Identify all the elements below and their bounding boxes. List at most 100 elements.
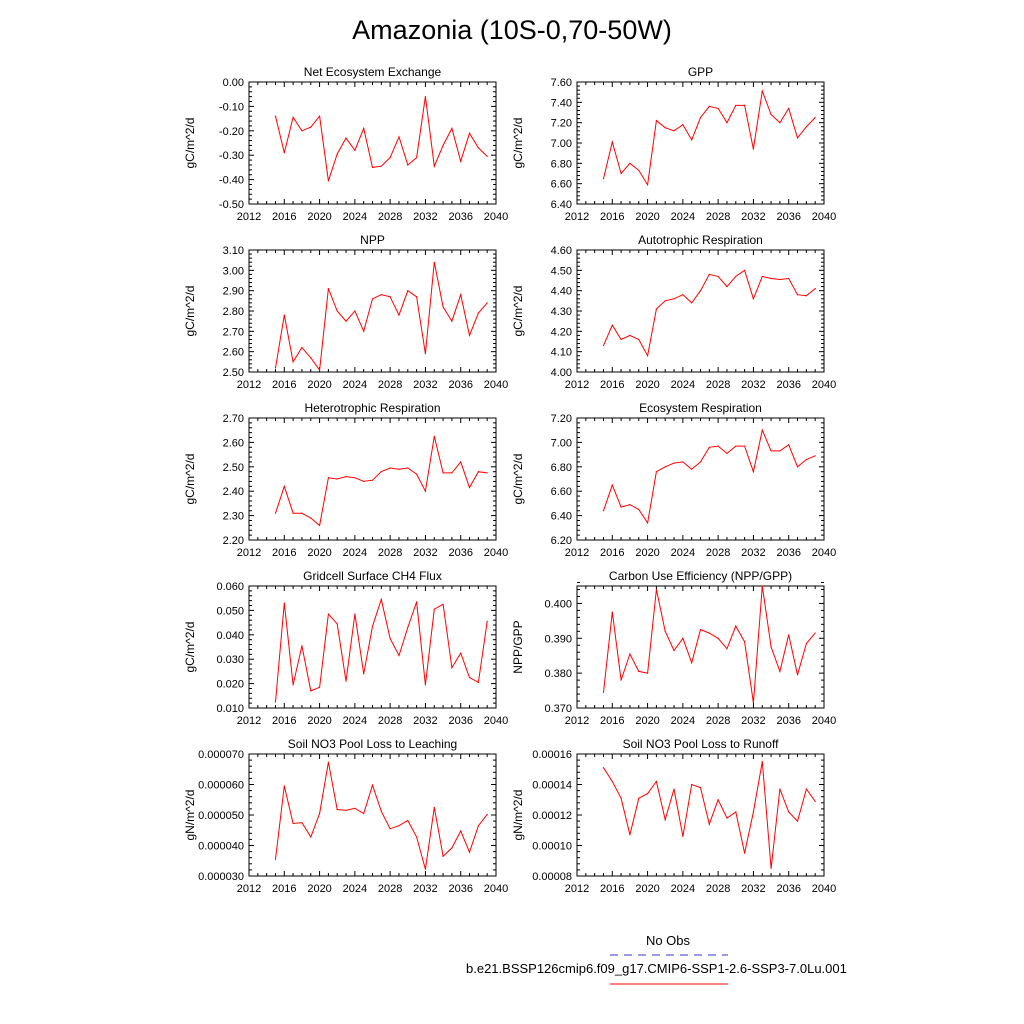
data-point bbox=[424, 96, 427, 98]
x-tick-label: 2024 bbox=[671, 715, 695, 727]
data-point bbox=[460, 830, 462, 832]
data-point bbox=[708, 632, 710, 634]
y-tick-label: 0.060 bbox=[216, 581, 244, 593]
data-point bbox=[805, 458, 807, 461]
data-point bbox=[744, 852, 746, 854]
y-axis-label: gC/m^2/d bbox=[183, 286, 197, 337]
y-tick-label: 7.60 bbox=[551, 77, 572, 89]
x-tick-label: 2016 bbox=[272, 547, 296, 559]
data-point bbox=[664, 630, 666, 632]
data-point bbox=[407, 164, 409, 166]
y-tick-label: 6.40 bbox=[551, 511, 572, 523]
data-point bbox=[477, 825, 479, 827]
y-axis-label: gN/m^2/d bbox=[511, 790, 525, 841]
data-point bbox=[805, 126, 807, 128]
data-point bbox=[416, 601, 418, 603]
x-tick-label: 2028 bbox=[706, 883, 730, 895]
chart-panel-1: Net Ecosystem Exchange gC/m^2/d 2012 2016 20… bbox=[183, 65, 508, 223]
data-point bbox=[779, 670, 781, 673]
y-tick-label: 7.00 bbox=[551, 138, 572, 150]
x-tick-label: 2028 bbox=[378, 883, 402, 895]
data-line bbox=[603, 585, 816, 703]
data-point bbox=[274, 367, 277, 369]
data-point bbox=[673, 298, 675, 300]
data-point bbox=[682, 294, 684, 296]
data-point bbox=[682, 637, 684, 639]
data-point bbox=[318, 369, 321, 371]
data-point bbox=[620, 679, 622, 681]
y-tick-label: 4.60 bbox=[551, 245, 572, 257]
data-point bbox=[486, 155, 488, 158]
data-point bbox=[646, 793, 649, 795]
y-tick-label: 0.380 bbox=[544, 668, 572, 680]
data-point bbox=[451, 472, 453, 474]
y-tick-label: -0.20 bbox=[219, 126, 244, 138]
x-tick-label: 2012 bbox=[565, 715, 589, 727]
data-point bbox=[416, 157, 418, 159]
data-point bbox=[310, 517, 312, 519]
x-tick-label: 2024 bbox=[343, 715, 367, 727]
y-tick-label: 0.000070 bbox=[198, 749, 244, 761]
chart-panel-5: Heterotrophic Respiration gC/m^2/d 2012 201… bbox=[183, 401, 508, 559]
chart-panel-6: Ecosystem Respiration gC/m^2/d 2012 2016 202… bbox=[511, 401, 836, 559]
x-tick-label: 2016 bbox=[272, 883, 296, 895]
data-point bbox=[274, 701, 277, 703]
data-line bbox=[275, 762, 488, 870]
x-tick-label: 2020 bbox=[635, 379, 659, 391]
plot-frame bbox=[248, 249, 497, 373]
data-point bbox=[602, 177, 605, 180]
y-tick-label: 2.80 bbox=[223, 306, 244, 318]
y-tick-label: -0.40 bbox=[219, 175, 244, 187]
y-tick-label: -0.50 bbox=[219, 199, 244, 211]
x-tick-label: 2020 bbox=[307, 211, 331, 223]
x-tick-label: 2020 bbox=[307, 547, 331, 559]
data-point bbox=[796, 674, 799, 676]
y-tick-label: 6.80 bbox=[551, 462, 572, 474]
data-point bbox=[805, 788, 807, 790]
data-point bbox=[814, 116, 816, 119]
chart-title: GPP bbox=[688, 65, 713, 79]
plot-frame bbox=[248, 753, 497, 877]
x-tick-label: 2024 bbox=[343, 547, 367, 559]
data-point bbox=[371, 479, 374, 481]
data-point bbox=[744, 641, 746, 643]
y-tick-label: 7.20 bbox=[551, 118, 572, 130]
data-point bbox=[691, 662, 693, 664]
data-point bbox=[752, 148, 755, 150]
x-tick-label: 2028 bbox=[706, 379, 730, 391]
x-tick-label: 2040 bbox=[484, 211, 508, 223]
data-point bbox=[363, 673, 365, 675]
data-point bbox=[389, 637, 391, 640]
y-tick-label: 2.60 bbox=[223, 437, 244, 449]
y-tick-label: 0.00012 bbox=[532, 810, 572, 822]
y-tick-label: 2.70 bbox=[223, 413, 244, 425]
x-tick-label: 2012 bbox=[565, 883, 589, 895]
data-point bbox=[779, 122, 781, 124]
data-point bbox=[770, 277, 772, 280]
x-tick-label: 2016 bbox=[600, 379, 624, 391]
data-point bbox=[380, 165, 382, 167]
data-point bbox=[779, 450, 781, 452]
data-point bbox=[433, 261, 435, 263]
x-tick-label: 2028 bbox=[706, 715, 730, 727]
data-point bbox=[354, 477, 356, 479]
x-tick-label: 2016 bbox=[600, 547, 624, 559]
x-tick-label: 2020 bbox=[635, 883, 659, 895]
data-point bbox=[673, 788, 675, 790]
data-point bbox=[664, 466, 666, 468]
x-tick-label: 2012 bbox=[237, 379, 261, 391]
data-point bbox=[699, 786, 702, 789]
y-tick-label: 0.010 bbox=[216, 703, 244, 715]
data-point bbox=[629, 334, 631, 336]
y-tick-label: 6.20 bbox=[551, 535, 572, 547]
data-point bbox=[345, 320, 347, 322]
x-tick-label: 2012 bbox=[565, 547, 589, 559]
data-line bbox=[275, 96, 488, 181]
y-axis-label: gC/m^2/d bbox=[183, 454, 197, 505]
data-point bbox=[708, 446, 710, 448]
y-tick-label: -0.10 bbox=[219, 101, 244, 113]
x-tick-label: 2040 bbox=[812, 547, 836, 559]
y-tick-label: 0.370 bbox=[544, 703, 572, 715]
data-line bbox=[603, 761, 816, 869]
data-point bbox=[796, 466, 799, 468]
